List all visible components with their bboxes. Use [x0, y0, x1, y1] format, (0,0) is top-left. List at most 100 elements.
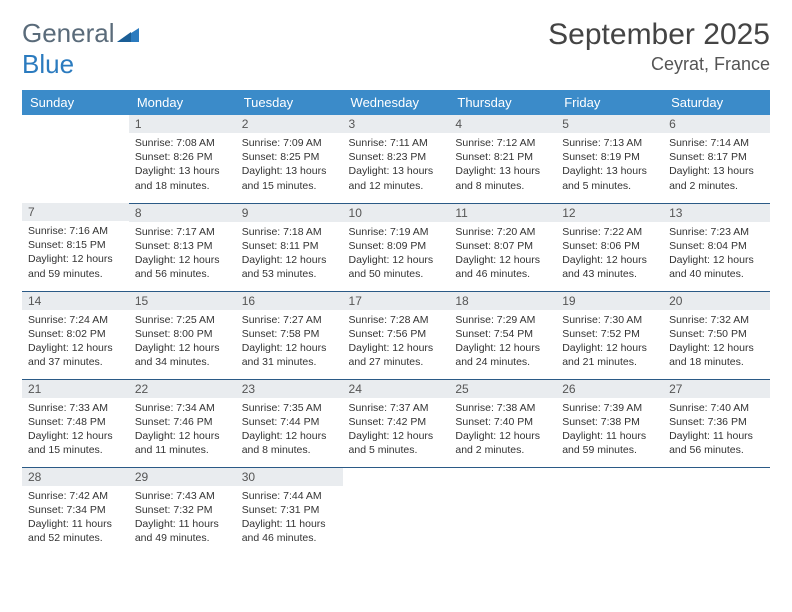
day-number: 23 [236, 380, 343, 398]
day-number: 26 [556, 380, 663, 398]
day-details: Sunrise: 7:42 AMSunset: 7:34 PMDaylight:… [22, 486, 129, 550]
day-number: 17 [343, 292, 450, 310]
calendar-cell: 5Sunrise: 7:13 AMSunset: 8:19 PMDaylight… [556, 115, 663, 203]
day-number: 19 [556, 292, 663, 310]
day-details: Sunrise: 7:25 AMSunset: 8:00 PMDaylight:… [129, 310, 236, 374]
calendar-cell: 24Sunrise: 7:37 AMSunset: 7:42 PMDayligh… [343, 379, 450, 467]
day-number: 13 [663, 204, 770, 222]
day-details: Sunrise: 7:20 AMSunset: 8:07 PMDaylight:… [449, 222, 556, 286]
location-label: Ceyrat, France [548, 54, 770, 75]
day-details: Sunrise: 7:35 AMSunset: 7:44 PMDaylight:… [236, 398, 343, 462]
day-details: Sunrise: 7:29 AMSunset: 7:54 PMDaylight:… [449, 310, 556, 374]
calendar-cell: 9Sunrise: 7:18 AMSunset: 8:11 PMDaylight… [236, 203, 343, 291]
calendar-cell: 16Sunrise: 7:27 AMSunset: 7:58 PMDayligh… [236, 291, 343, 379]
day-details: Sunrise: 7:13 AMSunset: 8:19 PMDaylight:… [556, 133, 663, 197]
calendar-cell: 23Sunrise: 7:35 AMSunset: 7:44 PMDayligh… [236, 379, 343, 467]
day-number: 7 [22, 203, 129, 221]
calendar-cell: 4Sunrise: 7:12 AMSunset: 8:21 PMDaylight… [449, 115, 556, 203]
calendar-cell: 10Sunrise: 7:19 AMSunset: 8:09 PMDayligh… [343, 203, 450, 291]
day-number: 5 [556, 115, 663, 133]
day-number: 25 [449, 380, 556, 398]
calendar-cell: 2Sunrise: 7:09 AMSunset: 8:25 PMDaylight… [236, 115, 343, 203]
weekday-header: Sunday [22, 90, 129, 115]
calendar-table: SundayMondayTuesdayWednesdayThursdayFrid… [22, 90, 770, 555]
day-details: Sunrise: 7:16 AMSunset: 8:15 PMDaylight:… [22, 221, 129, 285]
day-number: 27 [663, 380, 770, 398]
day-number: 3 [343, 115, 450, 133]
day-number: 2 [236, 115, 343, 133]
day-details: Sunrise: 7:40 AMSunset: 7:36 PMDaylight:… [663, 398, 770, 462]
day-details: Sunrise: 7:24 AMSunset: 8:02 PMDaylight:… [22, 310, 129, 374]
day-details: Sunrise: 7:34 AMSunset: 7:46 PMDaylight:… [129, 398, 236, 462]
calendar-cell: 8Sunrise: 7:17 AMSunset: 8:13 PMDaylight… [129, 203, 236, 291]
calendar-cell [663, 467, 770, 555]
day-details: Sunrise: 7:22 AMSunset: 8:06 PMDaylight:… [556, 222, 663, 286]
calendar-cell: 30Sunrise: 7:44 AMSunset: 7:31 PMDayligh… [236, 467, 343, 555]
day-number: 9 [236, 204, 343, 222]
brand-logo: General Blue [22, 18, 139, 80]
calendar-cell: 7Sunrise: 7:16 AMSunset: 8:15 PMDaylight… [22, 203, 129, 291]
weekday-header: Friday [556, 90, 663, 115]
calendar-cell: 1Sunrise: 7:08 AMSunset: 8:26 PMDaylight… [129, 115, 236, 203]
day-number: 29 [129, 468, 236, 486]
calendar-cell [449, 467, 556, 555]
calendar-cell: 15Sunrise: 7:25 AMSunset: 8:00 PMDayligh… [129, 291, 236, 379]
day-details: Sunrise: 7:39 AMSunset: 7:38 PMDaylight:… [556, 398, 663, 462]
day-number: 16 [236, 292, 343, 310]
day-number: 15 [129, 292, 236, 310]
calendar-cell [556, 467, 663, 555]
page-title: September 2025 [548, 18, 770, 52]
calendar-cell: 13Sunrise: 7:23 AMSunset: 8:04 PMDayligh… [663, 203, 770, 291]
day-details: Sunrise: 7:32 AMSunset: 7:50 PMDaylight:… [663, 310, 770, 374]
day-number: 8 [129, 204, 236, 222]
calendar-cell: 12Sunrise: 7:22 AMSunset: 8:06 PMDayligh… [556, 203, 663, 291]
day-details: Sunrise: 7:33 AMSunset: 7:48 PMDaylight:… [22, 398, 129, 462]
day-details: Sunrise: 7:37 AMSunset: 7:42 PMDaylight:… [343, 398, 450, 462]
day-details: Sunrise: 7:27 AMSunset: 7:58 PMDaylight:… [236, 310, 343, 374]
calendar-cell: 21Sunrise: 7:33 AMSunset: 7:48 PMDayligh… [22, 379, 129, 467]
calendar-cell: 22Sunrise: 7:34 AMSunset: 7:46 PMDayligh… [129, 379, 236, 467]
day-number: 28 [22, 468, 129, 486]
weekday-header: Thursday [449, 90, 556, 115]
day-number: 10 [343, 204, 450, 222]
calendar-cell: 19Sunrise: 7:30 AMSunset: 7:52 PMDayligh… [556, 291, 663, 379]
brand-triangle-icon [117, 18, 139, 48]
day-details: Sunrise: 7:14 AMSunset: 8:17 PMDaylight:… [663, 133, 770, 197]
day-number: 11 [449, 204, 556, 222]
weekday-header: Tuesday [236, 90, 343, 115]
day-details: Sunrise: 7:38 AMSunset: 7:40 PMDaylight:… [449, 398, 556, 462]
day-details: Sunrise: 7:11 AMSunset: 8:23 PMDaylight:… [343, 133, 450, 197]
day-details: Sunrise: 7:12 AMSunset: 8:21 PMDaylight:… [449, 133, 556, 197]
day-number: 18 [449, 292, 556, 310]
day-number: 1 [129, 115, 236, 133]
weekday-header: Saturday [663, 90, 770, 115]
day-number: 21 [22, 380, 129, 398]
brand-part1: General [22, 18, 115, 48]
calendar-cell: 14Sunrise: 7:24 AMSunset: 8:02 PMDayligh… [22, 291, 129, 379]
day-details: Sunrise: 7:17 AMSunset: 8:13 PMDaylight:… [129, 222, 236, 286]
day-details: Sunrise: 7:28 AMSunset: 7:56 PMDaylight:… [343, 310, 450, 374]
day-details: Sunrise: 7:09 AMSunset: 8:25 PMDaylight:… [236, 133, 343, 197]
calendar-cell [22, 115, 129, 203]
day-details: Sunrise: 7:18 AMSunset: 8:11 PMDaylight:… [236, 222, 343, 286]
day-details: Sunrise: 7:08 AMSunset: 8:26 PMDaylight:… [129, 133, 236, 197]
calendar-cell: 18Sunrise: 7:29 AMSunset: 7:54 PMDayligh… [449, 291, 556, 379]
weekday-header: Wednesday [343, 90, 450, 115]
calendar-cell [343, 467, 450, 555]
calendar-cell: 11Sunrise: 7:20 AMSunset: 8:07 PMDayligh… [449, 203, 556, 291]
day-number: 30 [236, 468, 343, 486]
calendar-cell: 3Sunrise: 7:11 AMSunset: 8:23 PMDaylight… [343, 115, 450, 203]
day-details: Sunrise: 7:23 AMSunset: 8:04 PMDaylight:… [663, 222, 770, 286]
calendar-cell: 29Sunrise: 7:43 AMSunset: 7:32 PMDayligh… [129, 467, 236, 555]
calendar-cell: 6Sunrise: 7:14 AMSunset: 8:17 PMDaylight… [663, 115, 770, 203]
brand-part2: Blue [22, 49, 74, 79]
calendar-cell: 25Sunrise: 7:38 AMSunset: 7:40 PMDayligh… [449, 379, 556, 467]
day-details: Sunrise: 7:30 AMSunset: 7:52 PMDaylight:… [556, 310, 663, 374]
day-number: 12 [556, 204, 663, 222]
day-details: Sunrise: 7:44 AMSunset: 7:31 PMDaylight:… [236, 486, 343, 550]
day-number: 22 [129, 380, 236, 398]
weekday-header: Monday [129, 90, 236, 115]
calendar-cell: 28Sunrise: 7:42 AMSunset: 7:34 PMDayligh… [22, 467, 129, 555]
day-details: Sunrise: 7:19 AMSunset: 8:09 PMDaylight:… [343, 222, 450, 286]
day-details: Sunrise: 7:43 AMSunset: 7:32 PMDaylight:… [129, 486, 236, 550]
